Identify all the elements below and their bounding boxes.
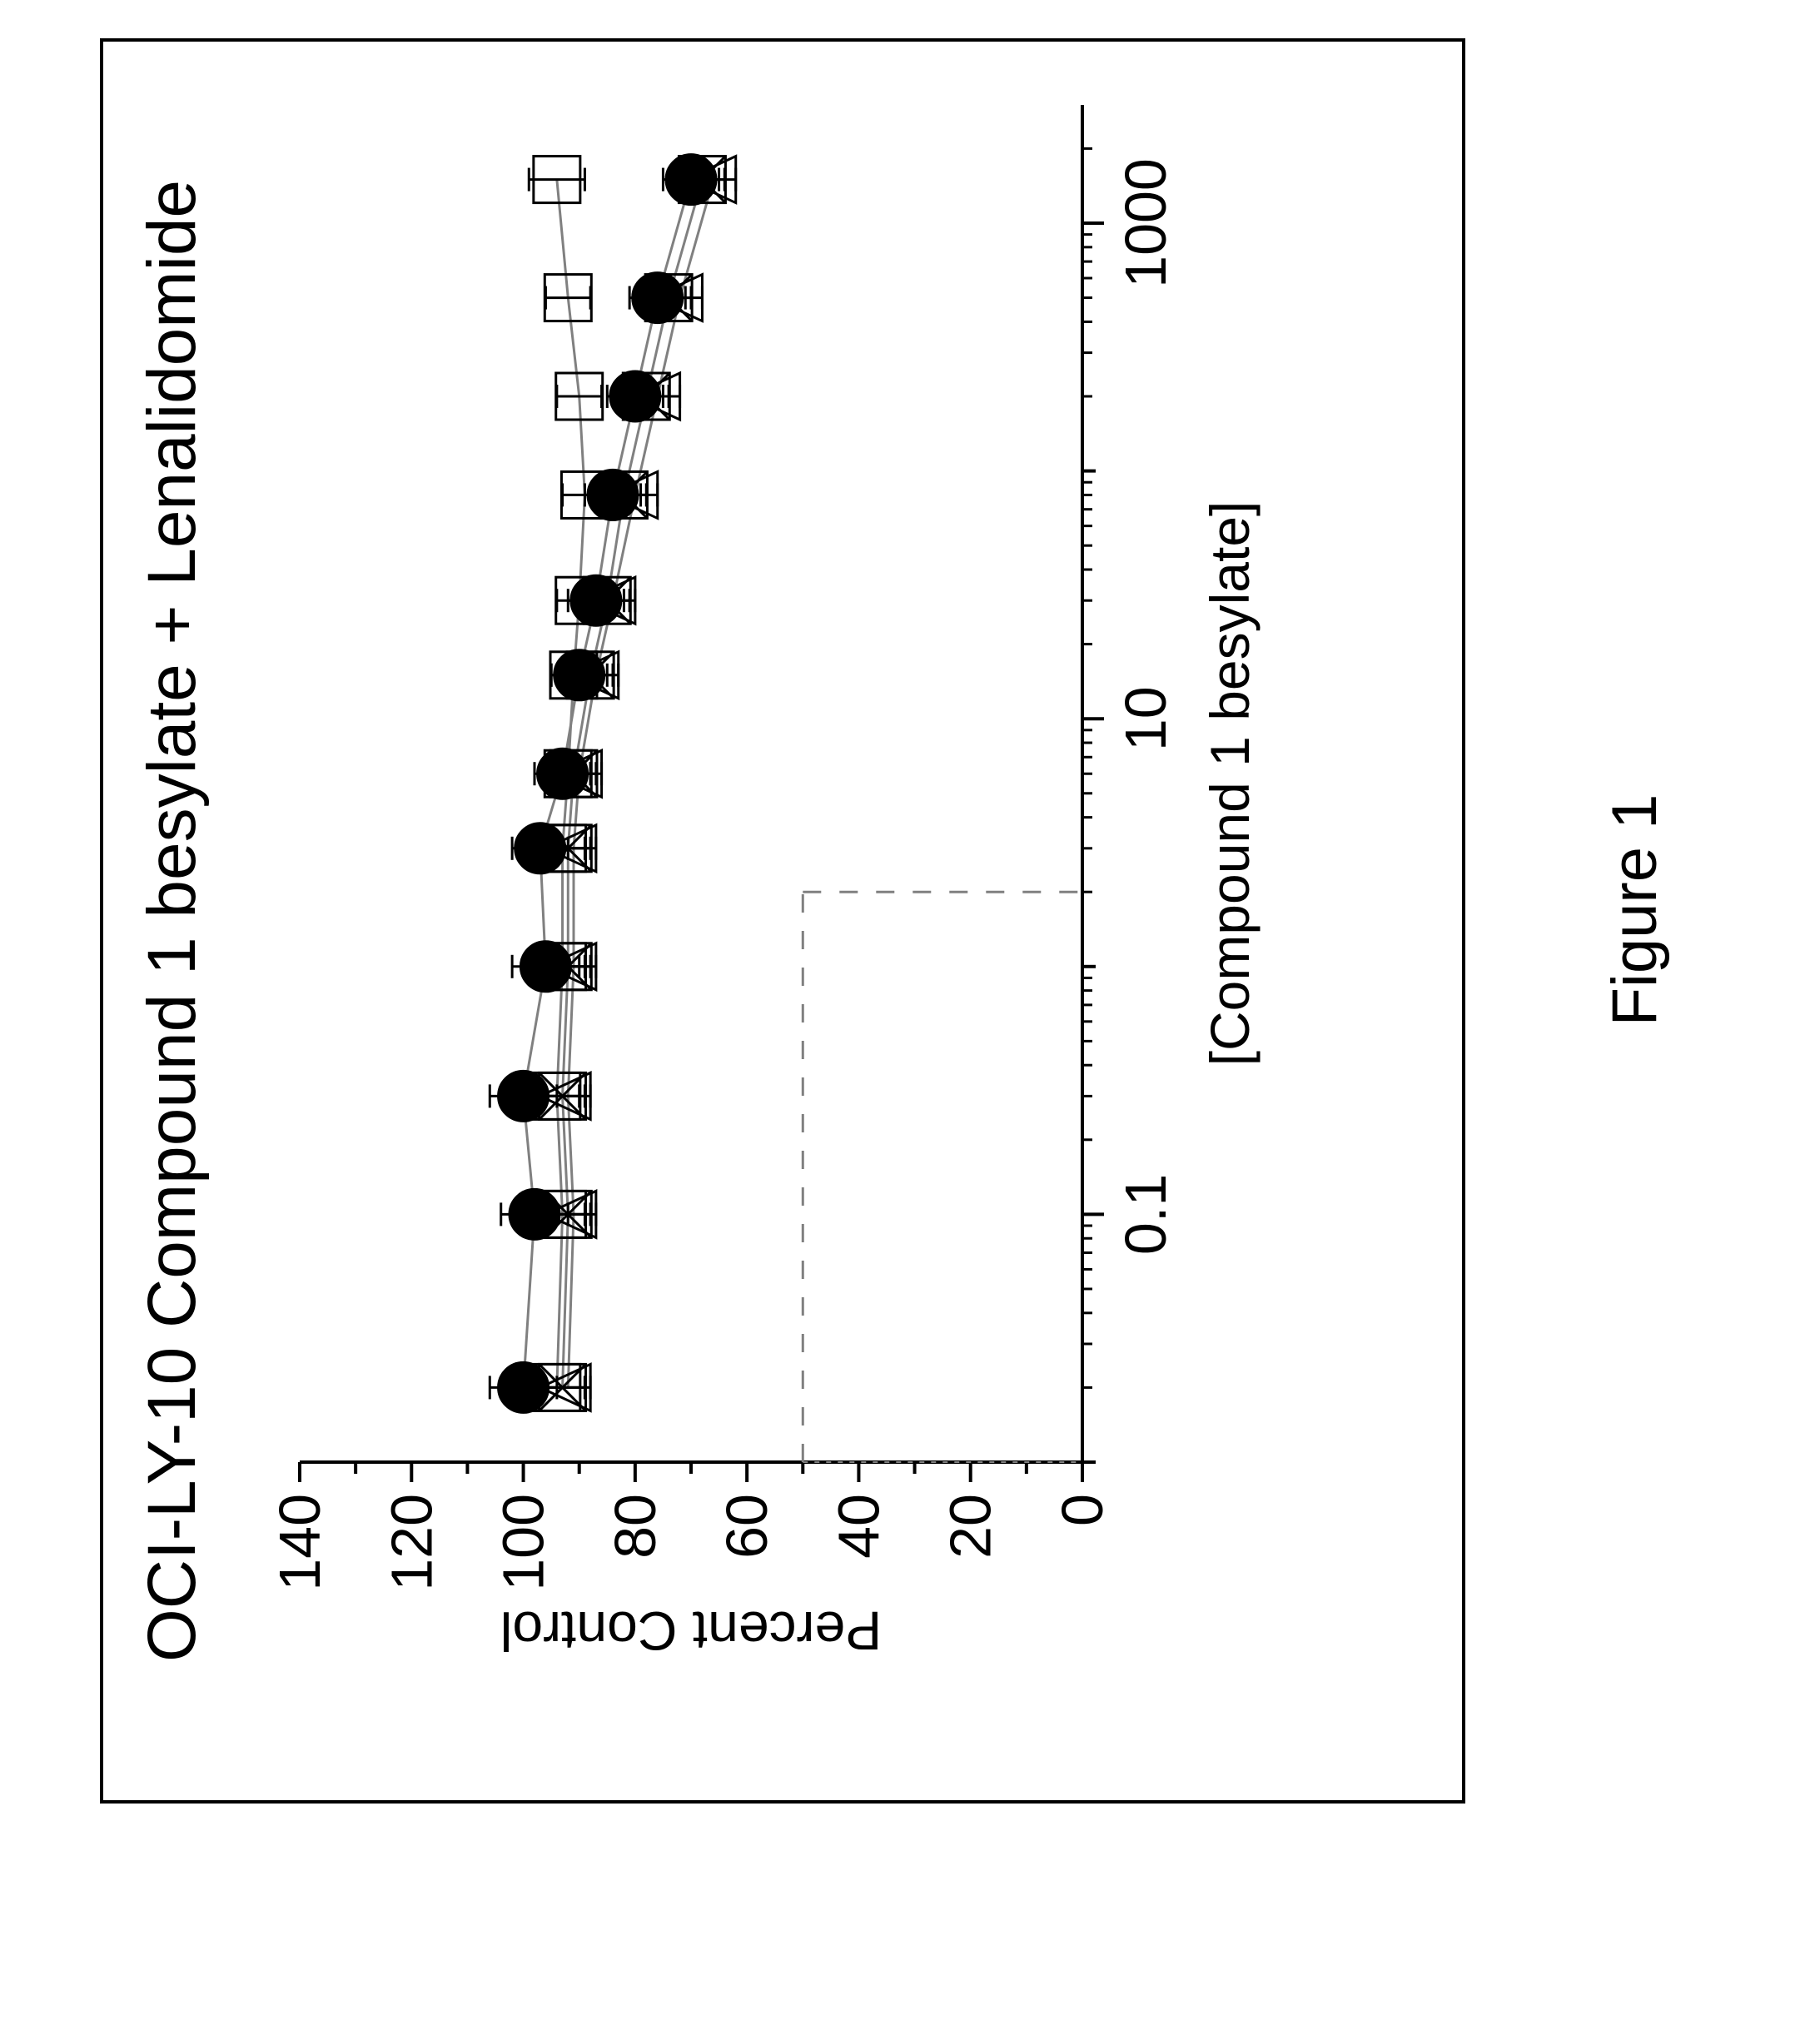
- figure-caption: Figure 1: [1599, 0, 1671, 1920]
- svg-text:1000: 1000: [1113, 158, 1178, 288]
- svg-text:0: 0: [1050, 1494, 1115, 1526]
- svg-text:60: 60: [714, 1494, 779, 1559]
- svg-text:[Compound 1 besylate]: [Compound 1 besylate]: [1199, 501, 1261, 1067]
- svg-text:0.1: 0.1: [1113, 1174, 1178, 1255]
- svg-text:40: 40: [826, 1494, 891, 1559]
- chart-title: OCI-LY-10 Compound 1 besylate + Lenalido…: [133, 38, 211, 1804]
- svg-text:20: 20: [938, 1494, 1003, 1559]
- svg-text:10: 10: [1113, 686, 1178, 751]
- page: OCI-LY-10 Compound 1 besylate + Lenalido…: [0, 0, 1820, 2020]
- svg-text:100: 100: [491, 1494, 556, 1591]
- svg-text:140: 140: [267, 1494, 332, 1591]
- chart-svg: 0 20 40 60 80 100 120 140 Percent Control 0.1 10 10…: [266, 72, 1315, 1654]
- figure-rotated: OCI-LY-10 Compound 1 besylate + Lenalido…: [0, 100, 1820, 1920]
- svg-text:120: 120: [379, 1494, 444, 1591]
- svg-text:80: 80: [603, 1494, 668, 1559]
- svg-text:Percent Control: Percent Control: [500, 1600, 883, 1654]
